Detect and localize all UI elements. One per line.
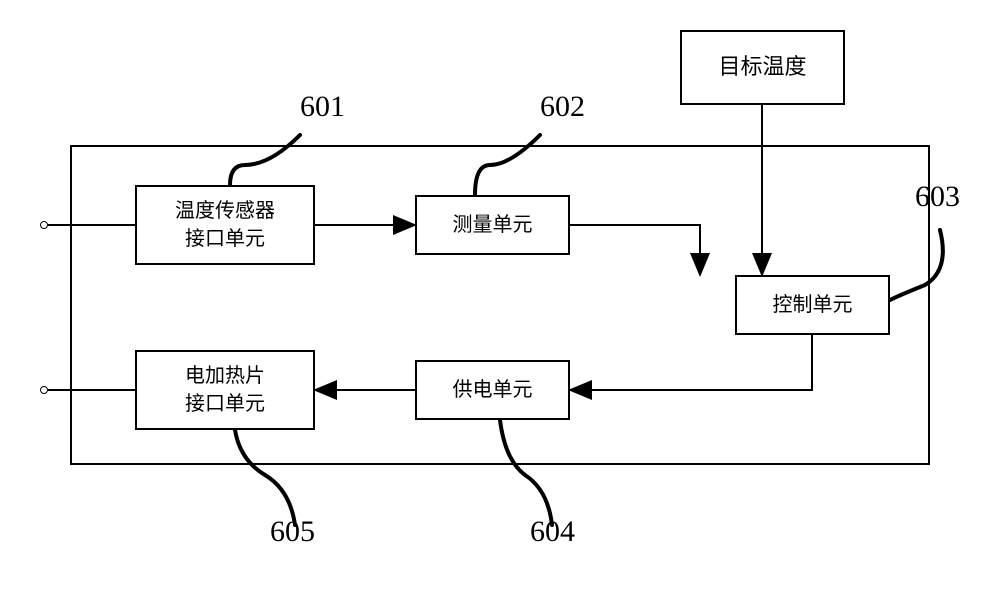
- callout-604: 604: [530, 515, 575, 549]
- callout-603: 603: [915, 180, 960, 214]
- callout-601: 601: [300, 90, 345, 124]
- control-unit-label: 控制单元: [773, 291, 853, 319]
- measure-unit-block: 测量单元: [415, 195, 570, 255]
- heater-interface-block: 电加热片 接口单元: [135, 350, 315, 430]
- heater-interface-label: 电加热片 接口单元: [185, 362, 265, 418]
- callout-605: 605: [270, 515, 315, 549]
- sensor-interface-block: 温度传感器 接口单元: [135, 185, 315, 265]
- input-port-bottom: [40, 386, 48, 394]
- sensor-interface-label: 温度传感器 接口单元: [175, 197, 275, 253]
- callout-602: 602: [540, 90, 585, 124]
- target-temperature-block: 目标温度: [680, 30, 845, 105]
- power-unit-label: 供电单元: [453, 376, 533, 404]
- control-unit-block: 控制单元: [735, 275, 890, 335]
- input-port-top: [40, 221, 48, 229]
- target-temperature-label: 目标温度: [718, 52, 806, 83]
- measure-unit-label: 测量单元: [453, 211, 533, 239]
- power-unit-block: 供电单元: [415, 360, 570, 420]
